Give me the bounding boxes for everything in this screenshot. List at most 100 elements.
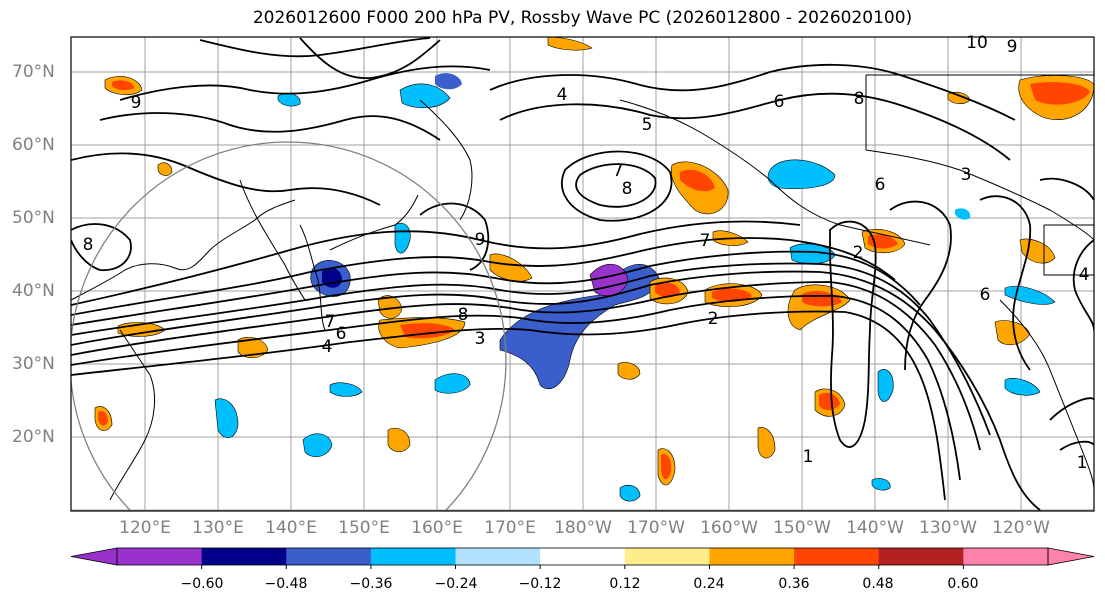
- negative-anomaly-region: [619, 484, 641, 502]
- contour-label: 9: [475, 230, 486, 250]
- lon-label-140w: 140°W: [846, 518, 904, 538]
- contour-label: 8: [83, 235, 94, 255]
- colorbar-swatch: [286, 548, 372, 565]
- lon-label-130e: 130°E: [192, 518, 244, 538]
- contour-label: 1: [803, 447, 814, 467]
- contour-label: 4: [322, 337, 333, 357]
- lon-label-140e: 140°E: [265, 518, 317, 538]
- colorbar-swatch: [117, 548, 203, 565]
- contour-label: 10: [966, 33, 988, 53]
- positive-anomaly-core: [680, 169, 715, 192]
- lon-label-160w: 160°W: [700, 518, 758, 538]
- contour-label: 7: [325, 312, 336, 332]
- contour-label-layer: 9 4 5 6 8 7 8 6 7 2 6 8 7 6 4 3 2 1 9 8 …: [83, 33, 1090, 473]
- colorbar-swatch: [963, 548, 1049, 565]
- negative-anomaly-region: [1004, 285, 1056, 305]
- colorbar-tick-label: 0.36: [778, 576, 810, 592]
- map-frame: [70, 36, 1095, 512]
- contour-label: 3: [961, 165, 972, 185]
- lat-label-50n: 50°N: [12, 208, 55, 228]
- negative-anomaly-region: [277, 93, 301, 107]
- lon-label-150w: 150°W: [773, 518, 831, 538]
- contour-label: 6: [875, 175, 886, 195]
- lat-label-40n: 40°N: [12, 281, 55, 301]
- positive-anomaly-region: [157, 162, 173, 176]
- lon-label-130w: 130°W: [919, 518, 977, 538]
- colorbar-tick-label: −0.60: [180, 576, 224, 592]
- colorbar-tick-label: −0.48: [264, 576, 308, 592]
- lon-label-150e: 150°E: [338, 518, 390, 538]
- contour-label: 8: [458, 305, 469, 325]
- lon-label-120w: 120°W: [992, 518, 1050, 538]
- negative-anomaly-region: [302, 433, 333, 458]
- positive-anomaly-region: [617, 362, 641, 380]
- contour-label: 8: [622, 179, 633, 199]
- negative-anomaly-region: [329, 382, 363, 397]
- lat-label-60n: 60°N: [12, 135, 55, 155]
- negative-anomaly-region: [1004, 378, 1041, 396]
- colorbar-frame: [116, 547, 1049, 566]
- contour-label: 2: [853, 243, 864, 263]
- colorbar-extension-low: [70, 547, 118, 566]
- positive-anomaly-region: [387, 427, 411, 453]
- colorbar-tick-label: 0.60: [947, 576, 979, 592]
- positive-anomaly-core: [112, 80, 134, 91]
- positive-anomaly-core: [98, 411, 108, 426]
- colorbar-tick-label: 0.12: [609, 576, 641, 592]
- negative-anomaly-region: [877, 369, 894, 402]
- colorbar-swatch: [624, 548, 710, 565]
- contour-label: 6: [774, 92, 785, 112]
- lon-label-180w: 180°W: [554, 518, 612, 538]
- negative-anomaly-region: [214, 398, 239, 438]
- pv-contours: [71, 37, 1094, 511]
- colorbar-swatch: [878, 548, 964, 565]
- colorbar-swatch: [201, 548, 287, 565]
- colorbar-tick-label: −0.12: [518, 576, 562, 592]
- pv-anomaly-shading: [94, 37, 1094, 502]
- contour-label: 2: [708, 309, 719, 329]
- contour-label: 5: [642, 115, 653, 135]
- negative-anomaly-region: [499, 264, 661, 390]
- contour-label: 6: [980, 285, 991, 305]
- positive-anomaly-core: [819, 392, 840, 411]
- lat-label-20n: 20°N: [12, 427, 55, 447]
- contour-label: 3: [475, 329, 486, 349]
- map-title: 2026012600 F000 200 hPa PV, Rossby Wave …: [252, 8, 913, 28]
- negative-anomaly-region: [434, 373, 471, 394]
- lat-label-30n: 30°N: [12, 354, 55, 374]
- contour-label: 7: [700, 231, 711, 251]
- negative-anomaly-region: [394, 222, 411, 254]
- region-circle: [71, 141, 507, 511]
- colorbar-extension-high: [1047, 547, 1095, 566]
- colorbar: [70, 547, 1095, 569]
- colorbar-swatch: [540, 548, 626, 565]
- positive-anomaly-region: [489, 253, 533, 282]
- colorbar-swatch: [709, 548, 795, 565]
- contour-label: 9: [131, 93, 142, 113]
- positive-anomaly-core: [661, 454, 672, 480]
- negative-anomaly-region: [955, 208, 971, 220]
- colorbar-tick-label: −0.24: [434, 576, 478, 592]
- lon-label-160e: 160°E: [411, 518, 463, 538]
- lon-label-170w: 170°W: [627, 518, 685, 538]
- lat-label-70n: 70°N: [12, 62, 55, 82]
- negative-anomaly-region: [399, 83, 451, 108]
- contour-label: 4: [1079, 265, 1090, 285]
- negative-anomaly-region: [435, 73, 462, 90]
- contour-label: 9: [1007, 37, 1018, 57]
- negative-anomaly-region: [871, 478, 891, 491]
- colorbar-swatch: [794, 548, 880, 565]
- lon-label-120e: 120°E: [119, 518, 171, 538]
- positive-anomaly-region: [547, 37, 593, 51]
- colorbar-tick-label: 0.48: [862, 576, 894, 592]
- contour-label: 6: [336, 324, 347, 344]
- positive-anomaly-core: [655, 282, 680, 298]
- contour-label: 8: [854, 89, 865, 109]
- colorbar-tick-label: 0.24: [693, 576, 725, 592]
- colorbar-tick-label: −0.36: [349, 576, 393, 592]
- negative-anomaly-region: [767, 159, 836, 189]
- colorbar-swatch: [370, 548, 457, 565]
- contour-label: 1: [1077, 453, 1088, 473]
- lon-label-170e: 170°E: [484, 518, 536, 538]
